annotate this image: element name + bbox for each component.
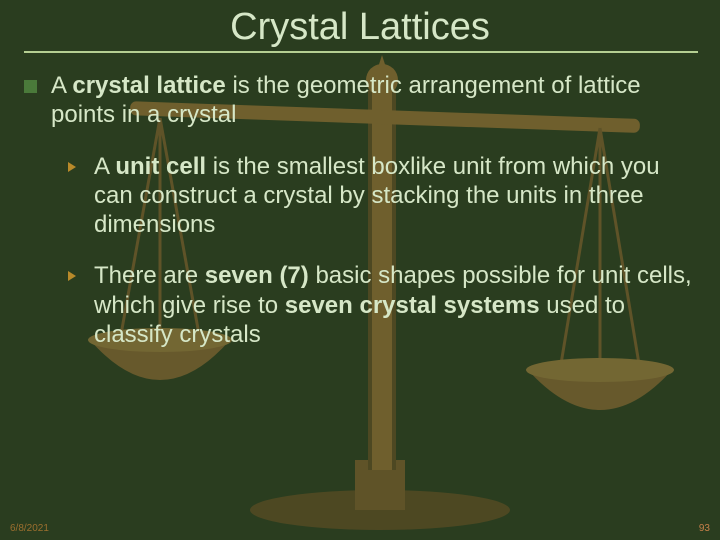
text-bold: seven crystal systems <box>285 292 540 319</box>
bullet-level-1: A crystal lattice is the geometric arran… <box>24 71 698 130</box>
bullet-square-icon <box>24 80 37 93</box>
text-bold: seven (7) <box>205 262 309 289</box>
chevron-icon <box>66 269 80 283</box>
footer-page-number: 93 <box>699 523 710 534</box>
sub-bullet-text: There are seven (7) basic shapes possibl… <box>94 261 698 349</box>
sub-bullet-text: A unit cell is the smallest boxlike unit… <box>94 152 698 240</box>
text-fragment: A <box>94 153 115 180</box>
bullet-text: A crystal lattice is the geometric arran… <box>51 71 698 130</box>
bullet-level-2: There are seven (7) basic shapes possibl… <box>66 261 698 349</box>
footer-date: 6/8/2021 <box>10 523 49 534</box>
slide-title: Crystal Lattices <box>0 0 720 49</box>
bullet-level-2: A unit cell is the smallest boxlike unit… <box>66 152 698 240</box>
text-fragment: There are <box>94 262 205 289</box>
chevron-icon <box>66 160 80 174</box>
text-bold: crystal lattice <box>72 72 225 99</box>
text-fragment: A <box>51 72 72 99</box>
text-bold: unit cell <box>115 153 206 180</box>
